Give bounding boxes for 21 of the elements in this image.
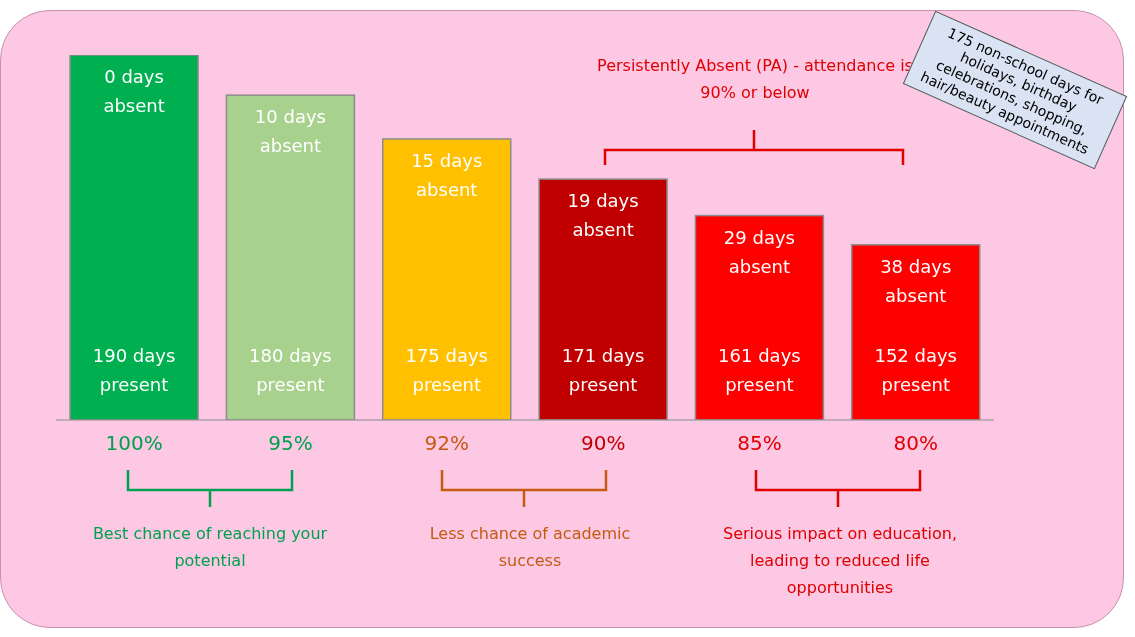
annotation: 190 days present bbox=[92, 345, 176, 395]
text: Serious impact on education, leading to reduced life opportunities bbox=[722, 523, 958, 599]
x-tick-label: 80% bbox=[893, 431, 939, 455]
annotation: 19 days absent bbox=[567, 190, 639, 241]
text: Best chance of reaching your potential bbox=[91, 523, 329, 572]
annotation: 180 days present bbox=[249, 345, 332, 395]
annotation: 175 days present bbox=[405, 345, 489, 395]
x-tick-label: 85% bbox=[737, 431, 782, 455]
annotation: 38 days absent bbox=[880, 255, 952, 306]
annotation: 161 days present bbox=[718, 345, 801, 395]
annotation: 15 days absent bbox=[411, 149, 483, 200]
annotation: 171 days present bbox=[561, 345, 645, 395]
annotation: 152 days present bbox=[874, 345, 958, 395]
x-tick-label: 92% bbox=[424, 431, 470, 455]
x-tick-label: 100% bbox=[105, 431, 163, 455]
x-tick-label: 90% bbox=[580, 431, 626, 455]
annotation: 29 days absent bbox=[723, 226, 795, 277]
text: Less chance of academic success bbox=[428, 523, 632, 572]
annotation: 10 days absent bbox=[254, 106, 326, 157]
x-tick-label: 95% bbox=[268, 431, 313, 455]
annotation: 0 days absent bbox=[103, 66, 165, 116]
